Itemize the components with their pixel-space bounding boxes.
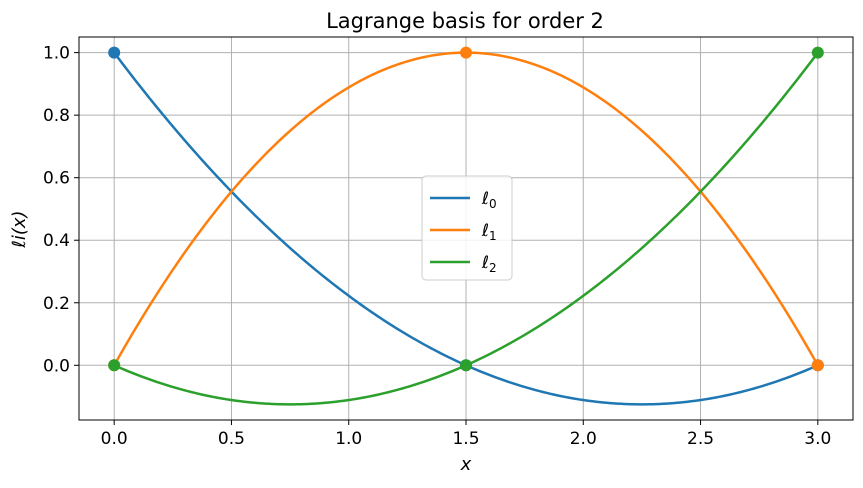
y-axis-label: ℓi(x) [9,210,30,248]
chart-title: Lagrange basis for order 2 [326,9,604,33]
node-marker-l2 [460,359,472,372]
x-axis-label: x [460,454,472,475]
node-marker-l1 [460,46,472,59]
x-tick-label: 2.0 [570,429,597,449]
x-tick-label: 1.0 [335,429,362,449]
y-tick-label: 0.6 [43,169,70,189]
legend-label-l1: ℓ1 [481,221,497,243]
x-tick-label: 0.0 [101,429,128,449]
y-tick-label: 0.8 [43,106,70,126]
node-marker-l0 [108,46,121,59]
node-marker-l1 [811,359,824,372]
x-tick-label: 0.5 [218,429,245,449]
x-tick-label: 2.5 [687,429,714,449]
node-marker-l2 [811,46,824,59]
legend: ℓ0 ℓ1 ℓ2 [421,175,513,281]
x-tick-label: 3.0 [804,429,831,449]
marker-layer [108,46,824,372]
y-tick-label: 0.0 [43,356,70,376]
y-tick-label: 1.0 [43,44,70,64]
legend-label-l0: ℓ0 [481,189,497,211]
y-tick-label: 0.4 [43,231,70,251]
legend-box [421,175,513,281]
x-tick-label: 1.5 [452,429,479,449]
node-marker-l2 [108,359,121,372]
y-tick-label: 0.2 [43,294,70,314]
legend-label-l2: ℓ2 [481,253,497,275]
axis-ticks: 0.0 0.5 1.0 1.5 2.0 2.5 3.0 0.0 0.2 0.4 0.6 0.8 1.0 [43,44,831,449]
